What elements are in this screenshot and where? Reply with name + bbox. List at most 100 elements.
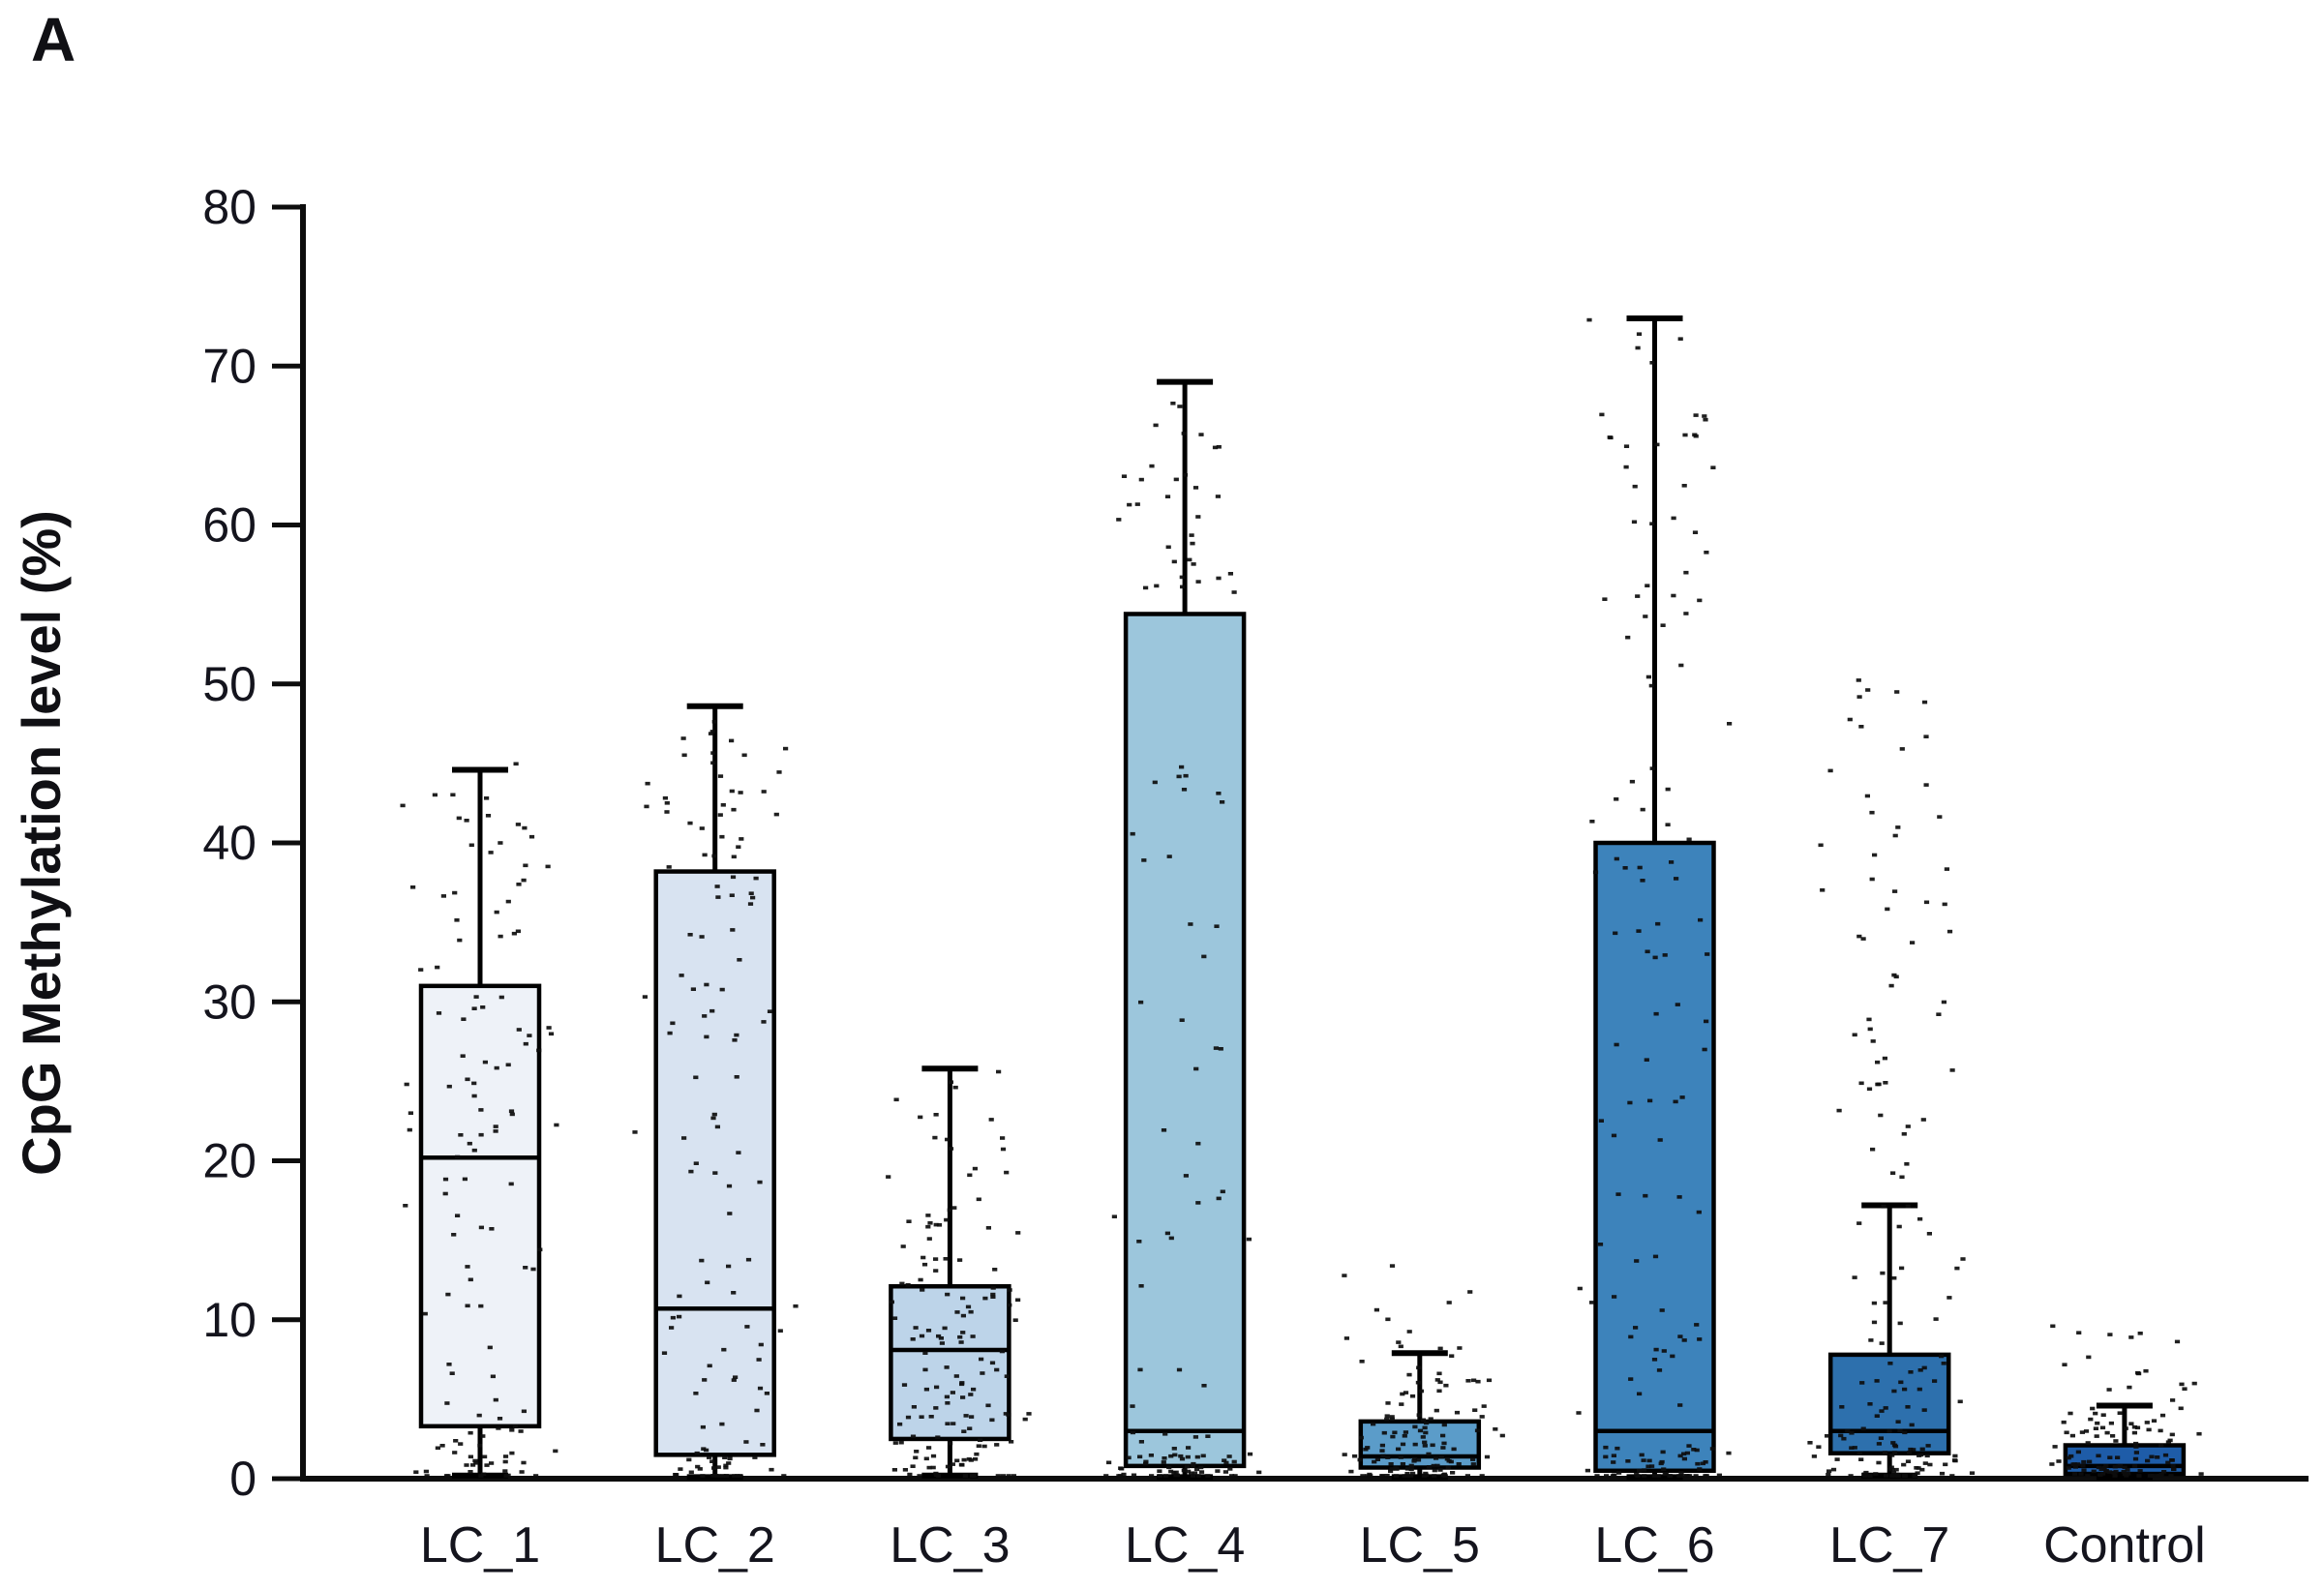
y-tick-label: 50 bbox=[202, 657, 257, 711]
data-point bbox=[1645, 584, 1650, 587]
data-point bbox=[1636, 1469, 1643, 1473]
data-point bbox=[712, 1171, 718, 1175]
data-point bbox=[1446, 1458, 1452, 1463]
data-point bbox=[455, 1214, 461, 1217]
data-point bbox=[1181, 1468, 1187, 1473]
data-point bbox=[1423, 1430, 1429, 1435]
data-point bbox=[1161, 1460, 1166, 1464]
data-point bbox=[1470, 1457, 1476, 1461]
data-point bbox=[702, 1014, 708, 1018]
data-point bbox=[1876, 1460, 1882, 1465]
data-point bbox=[1847, 717, 1853, 722]
data-point bbox=[1686, 837, 1692, 842]
data-point bbox=[548, 1032, 555, 1036]
data-point bbox=[2131, 1424, 2137, 1429]
data-point bbox=[1941, 1362, 1947, 1365]
data-point bbox=[2148, 1474, 2154, 1478]
data-point bbox=[934, 1385, 940, 1390]
data-point bbox=[1939, 1471, 1946, 1476]
data-point bbox=[736, 1151, 741, 1154]
data-point bbox=[1673, 1099, 1678, 1104]
data-point bbox=[1860, 1426, 1866, 1431]
data-point bbox=[546, 1026, 552, 1030]
data-point bbox=[2128, 1422, 2134, 1425]
data-point bbox=[2182, 1387, 2188, 1391]
data-point bbox=[1400, 1462, 1405, 1466]
data-point bbox=[2106, 1388, 2112, 1392]
data-point bbox=[536, 1048, 542, 1053]
jitter-points-LC_7 bbox=[1807, 678, 1976, 1478]
data-point bbox=[1954, 1266, 1960, 1271]
data-point bbox=[1634, 1472, 1640, 1477]
data-point bbox=[454, 918, 460, 922]
data-point bbox=[1189, 533, 1194, 537]
data-point bbox=[952, 1085, 958, 1090]
data-point bbox=[2133, 1441, 2139, 1446]
data-point bbox=[704, 1448, 709, 1453]
data-point bbox=[1871, 1320, 1878, 1325]
data-point bbox=[1648, 683, 1654, 688]
data-point bbox=[2093, 1426, 2098, 1430]
data-point bbox=[1623, 465, 1629, 469]
data-point bbox=[1130, 1404, 1135, 1408]
data-point bbox=[2198, 1472, 2204, 1476]
data-point bbox=[918, 1115, 923, 1120]
data-point bbox=[744, 1325, 750, 1329]
data-point bbox=[516, 883, 522, 886]
data-point bbox=[1644, 1058, 1649, 1062]
data-point bbox=[750, 895, 756, 900]
data-point bbox=[2174, 1339, 2181, 1344]
data-point bbox=[2133, 1445, 2139, 1449]
data-point bbox=[1923, 735, 1929, 738]
data-point bbox=[1441, 1423, 1447, 1427]
data-point bbox=[1836, 1108, 1842, 1113]
data-point bbox=[1136, 1240, 1142, 1244]
data-point bbox=[1152, 780, 1158, 785]
data-point bbox=[1161, 1128, 1167, 1132]
data-point bbox=[476, 1413, 482, 1418]
data-point bbox=[699, 826, 705, 830]
data-point bbox=[1015, 1298, 1021, 1303]
data-point bbox=[2100, 1472, 2106, 1476]
data-point bbox=[1137, 1454, 1143, 1459]
data-point bbox=[1820, 888, 1826, 892]
data-point bbox=[674, 1473, 679, 1477]
data-point bbox=[1915, 1471, 1920, 1475]
data-point bbox=[1385, 1317, 1391, 1322]
data-point bbox=[1182, 473, 1188, 477]
data-point bbox=[1691, 1448, 1697, 1452]
data-point bbox=[1227, 1467, 1233, 1471]
data-point bbox=[1649, 522, 1655, 525]
data-point bbox=[960, 1331, 966, 1334]
data-point bbox=[505, 1063, 511, 1067]
data-point bbox=[2085, 1474, 2091, 1478]
data-point bbox=[462, 1177, 468, 1182]
box-LC_1 bbox=[418, 983, 542, 1429]
data-point bbox=[1379, 1443, 1385, 1448]
data-point bbox=[1692, 530, 1699, 534]
data-point bbox=[1493, 1427, 1498, 1431]
data-point bbox=[1947, 929, 1953, 934]
data-point bbox=[960, 1395, 966, 1399]
data-point bbox=[1871, 1301, 1877, 1305]
data-point bbox=[2134, 1425, 2141, 1430]
data-point bbox=[1168, 1236, 1174, 1241]
data-point bbox=[2107, 1455, 2113, 1459]
data-point bbox=[1872, 853, 1878, 857]
data-point bbox=[1696, 1210, 1702, 1214]
data-point bbox=[1168, 1469, 1174, 1474]
data-point bbox=[1006, 1413, 1011, 1417]
data-point bbox=[1856, 1452, 1862, 1455]
data-point bbox=[724, 1474, 730, 1478]
x-tick-label-LC_1: LC_1 bbox=[420, 1517, 540, 1574]
data-point bbox=[1406, 1330, 1412, 1334]
data-point bbox=[407, 1127, 412, 1132]
data-point bbox=[990, 1292, 996, 1297]
data-point bbox=[478, 1108, 484, 1112]
data-point bbox=[2103, 1469, 2109, 1474]
data-point bbox=[1402, 1434, 1407, 1438]
x-tick-label-LC_7: LC_7 bbox=[1829, 1517, 1949, 1574]
data-point bbox=[505, 899, 511, 904]
data-point bbox=[1649, 766, 1655, 770]
data-point bbox=[933, 1471, 939, 1476]
